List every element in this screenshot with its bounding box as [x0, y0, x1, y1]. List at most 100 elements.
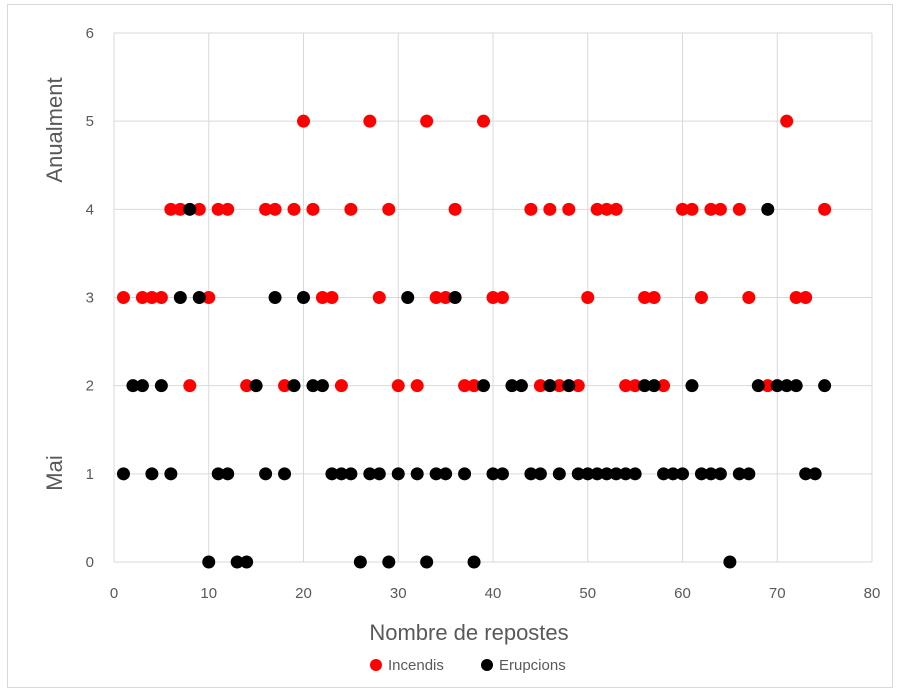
- point-incendis: [562, 202, 576, 216]
- point-incendis: [742, 291, 756, 304]
- point-erupcions: [581, 467, 595, 481]
- point-incendis: [410, 379, 424, 393]
- point-erupcions: [818, 379, 832, 393]
- point-incendis: [287, 202, 301, 216]
- point-erupcions: [268, 291, 282, 304]
- point-erupcions: [704, 467, 718, 481]
- point-erupcions: [533, 467, 547, 481]
- point-incendis: [524, 202, 538, 216]
- point-incendis: [334, 379, 348, 393]
- point-erupcions: [732, 467, 746, 481]
- point-erupcions: [486, 467, 500, 481]
- series-incendis: [116, 114, 832, 393]
- point-erupcions: [789, 379, 803, 393]
- point-incendis: [259, 202, 273, 216]
- point-erupcions: [287, 379, 301, 393]
- point-incendis: [202, 291, 216, 304]
- point-incendis: [429, 291, 443, 304]
- legend: Incendis Erupcions: [370, 657, 566, 674]
- data-points: [116, 114, 832, 569]
- point-erupcions: [514, 379, 528, 393]
- point-erupcions: [344, 467, 358, 481]
- point-erupcions: [590, 467, 604, 481]
- point-erupcions: [154, 379, 168, 393]
- point-erupcions: [524, 467, 538, 481]
- point-erupcions: [382, 555, 396, 569]
- point-erupcions: [315, 379, 329, 393]
- point-incendis: [590, 202, 604, 216]
- point-incendis: [477, 114, 491, 128]
- point-incendis: [240, 379, 254, 393]
- point-erupcions: [562, 379, 576, 393]
- point-erupcions: [571, 467, 585, 481]
- legend-marker-incendis: [370, 659, 382, 671]
- point-erupcions: [183, 202, 197, 216]
- point-erupcions: [353, 555, 367, 569]
- legend-marker-erupcions: [481, 659, 493, 671]
- point-incendis: [154, 291, 168, 304]
- point-erupcions: [628, 467, 642, 481]
- point-incendis: [116, 291, 130, 304]
- series-erupcions: [116, 202, 832, 569]
- point-erupcions: [477, 379, 491, 393]
- point-erupcions: [780, 379, 794, 393]
- point-incendis: [372, 291, 386, 304]
- x-tick-label: 60: [674, 585, 691, 602]
- point-incendis: [439, 291, 453, 304]
- point-erupcions: [230, 555, 244, 569]
- point-incendis: [306, 202, 320, 216]
- point-erupcions: [770, 379, 784, 393]
- x-axis-title: Nombre de repostes: [369, 620, 568, 645]
- point-incendis: [533, 379, 547, 393]
- point-erupcions: [202, 555, 216, 569]
- y-axis-title-top: Anualment: [42, 77, 67, 182]
- point-erupcions: [543, 379, 557, 393]
- point-erupcions: [761, 202, 775, 216]
- point-erupcions: [505, 379, 519, 393]
- point-incendis: [657, 379, 671, 393]
- point-erupcions: [495, 467, 509, 481]
- point-erupcions: [638, 379, 652, 393]
- chart-frame: [7, 4, 893, 688]
- point-incendis: [552, 379, 566, 393]
- point-erupcions: [164, 467, 178, 481]
- point-incendis: [344, 202, 358, 216]
- point-incendis: [192, 202, 206, 216]
- point-incendis: [676, 202, 689, 216]
- point-erupcions: [391, 467, 405, 481]
- point-erupcions: [249, 379, 263, 393]
- point-erupcions: [657, 467, 671, 481]
- point-incendis: [382, 202, 396, 216]
- point-incendis: [619, 379, 633, 393]
- point-erupcions: [278, 467, 292, 481]
- point-erupcions: [742, 467, 756, 481]
- point-erupcions: [126, 379, 140, 393]
- x-tick-label: 0: [110, 585, 118, 602]
- point-incendis: [183, 379, 197, 393]
- point-erupcions: [420, 555, 434, 569]
- x-tick-label: 20: [295, 585, 312, 602]
- point-erupcions: [600, 467, 614, 481]
- point-incendis: [297, 114, 310, 128]
- point-erupcions: [799, 467, 813, 481]
- point-erupcions: [211, 467, 225, 481]
- point-incendis: [164, 202, 178, 216]
- y-tick-label: 3: [86, 290, 94, 307]
- point-incendis: [495, 291, 509, 304]
- point-incendis: [278, 379, 292, 393]
- point-incendis: [581, 291, 595, 304]
- x-tick-label: 50: [579, 585, 596, 602]
- point-incendis: [211, 202, 225, 216]
- point-erupcions: [619, 467, 633, 481]
- point-incendis: [135, 291, 149, 304]
- point-incendis: [543, 202, 557, 216]
- point-incendis: [486, 291, 500, 304]
- point-erupcions: [306, 379, 320, 393]
- point-incendis: [713, 202, 727, 216]
- point-incendis: [325, 291, 339, 304]
- point-erupcions: [145, 467, 159, 481]
- x-tick-label: 80: [864, 585, 881, 602]
- point-incendis: [799, 291, 813, 304]
- y-tick-label: 6: [86, 25, 94, 42]
- point-erupcions: [609, 467, 623, 481]
